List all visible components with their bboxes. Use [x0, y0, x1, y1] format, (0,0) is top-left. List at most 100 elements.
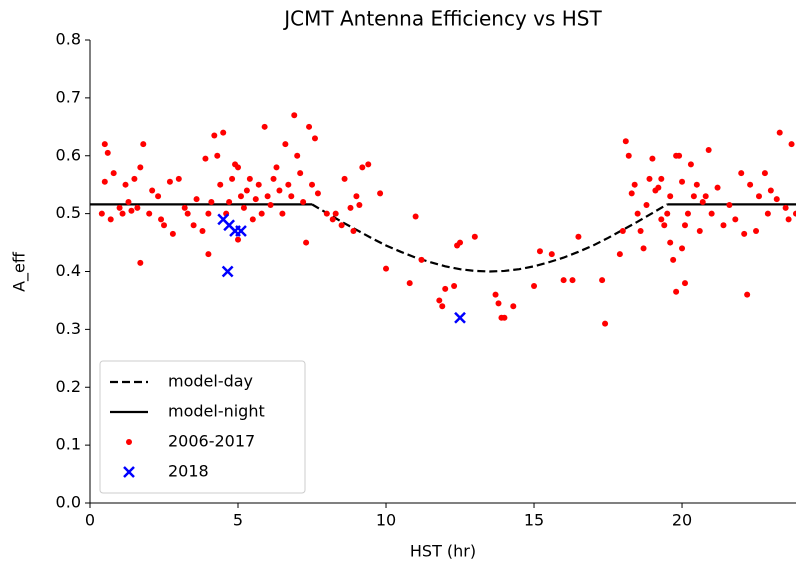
data-point	[267, 201, 274, 208]
data-point	[140, 141, 147, 148]
data-point	[158, 216, 165, 223]
data-point	[684, 210, 691, 217]
data-point	[673, 152, 680, 159]
data-point	[457, 239, 464, 246]
data-point	[300, 199, 307, 206]
data-point	[602, 320, 609, 327]
data-point	[208, 199, 215, 206]
data-point	[690, 193, 697, 200]
data-point	[122, 181, 129, 188]
data-point	[767, 187, 774, 194]
data-point	[303, 239, 310, 246]
data-point	[699, 199, 706, 206]
data-point	[442, 285, 449, 292]
data-point	[720, 222, 727, 229]
data-point	[193, 196, 200, 203]
data-point	[276, 187, 283, 194]
data-point	[726, 201, 733, 208]
data-point	[237, 193, 244, 200]
data-point	[637, 227, 644, 234]
data-point	[116, 204, 123, 211]
data-point	[226, 199, 233, 206]
marker-stroke	[123, 466, 135, 478]
data-point	[732, 216, 739, 223]
data-point	[235, 236, 242, 243]
data-point	[205, 251, 212, 258]
data-point	[776, 129, 783, 136]
data-point	[221, 265, 234, 278]
data-point	[255, 181, 262, 188]
data-point	[634, 210, 641, 217]
data-point	[782, 204, 789, 211]
data-point	[359, 164, 366, 171]
data-point	[341, 175, 348, 182]
data-point	[661, 222, 668, 229]
data-point	[510, 303, 517, 310]
data-point	[631, 181, 638, 188]
data-point	[575, 233, 582, 240]
data-point	[693, 181, 700, 188]
data-point	[646, 175, 653, 182]
marker-stroke	[454, 311, 466, 324]
data-point	[741, 230, 748, 237]
data-point	[347, 204, 354, 211]
data-point	[181, 204, 188, 211]
data-point	[104, 149, 111, 156]
data-point	[294, 152, 301, 159]
data-point	[249, 216, 256, 223]
y-tick-label: 0.1	[56, 435, 81, 454]
data-point	[649, 155, 656, 162]
data-point	[291, 112, 298, 119]
data-point	[664, 210, 671, 217]
data-point	[184, 210, 191, 217]
data-point	[640, 245, 647, 252]
data-point	[119, 210, 126, 217]
data-point	[306, 123, 313, 130]
data-point	[220, 129, 227, 136]
data-point	[406, 280, 413, 287]
data-point	[211, 132, 218, 139]
y-tick-label: 0.2	[56, 377, 81, 396]
data-point	[149, 187, 156, 194]
data-point	[495, 300, 502, 307]
data-point	[471, 233, 478, 240]
data-point	[696, 227, 703, 234]
data-point	[705, 146, 712, 153]
data-point	[264, 193, 271, 200]
legend-label: model-night	[168, 402, 265, 421]
data-point	[214, 152, 221, 159]
data-point	[217, 181, 224, 188]
data-point	[454, 311, 466, 324]
data-point	[297, 170, 304, 177]
marker-stroke	[223, 219, 236, 232]
data-point	[98, 210, 105, 217]
data-point	[175, 175, 182, 182]
y-tick-label: 0.4	[56, 261, 81, 280]
data-point	[764, 210, 771, 217]
marker-stroke	[221, 265, 234, 278]
data-point	[548, 251, 555, 258]
x-tick-label: 10	[376, 511, 396, 530]
data-point	[501, 314, 508, 321]
data-point	[137, 259, 144, 266]
y-axis-label: A_eff	[10, 251, 30, 292]
legend-box	[99, 360, 306, 494]
data-point	[350, 227, 357, 234]
data-point	[128, 207, 135, 214]
data-point	[622, 138, 629, 145]
x-tick-label: 5	[233, 511, 243, 530]
data-point	[258, 210, 265, 217]
data-point	[270, 175, 277, 182]
data-point	[560, 277, 567, 284]
data-point	[240, 204, 247, 211]
data-point	[202, 155, 209, 162]
data-point	[793, 210, 796, 217]
data-point	[101, 141, 108, 148]
data-point	[309, 181, 316, 188]
marker-stroke	[235, 225, 247, 237]
data-point	[377, 190, 384, 197]
data-point	[436, 297, 443, 304]
data-point	[667, 193, 674, 200]
data-point	[125, 199, 132, 206]
data-point	[338, 222, 345, 229]
